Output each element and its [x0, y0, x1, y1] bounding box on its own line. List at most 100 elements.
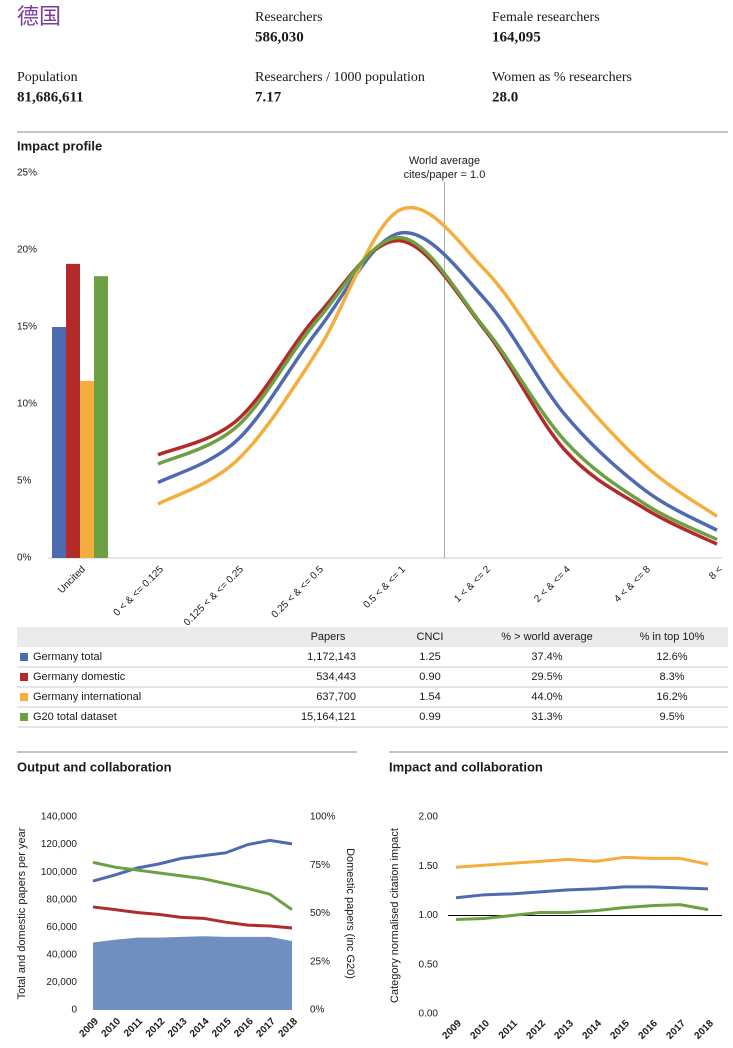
x-tick-label: 0.25 < & <= 0.5 — [270, 564, 327, 621]
chart-title: Impact profile — [17, 138, 102, 153]
y2-tick-label: 75% — [310, 860, 330, 871]
chart-title: Output and collaboration — [17, 759, 172, 774]
x-tick-label: Uncited — [56, 564, 88, 596]
table-cell: 37.4% — [531, 651, 562, 663]
column-header: CNCI — [417, 631, 444, 643]
x-tick-label: 2012 — [144, 1016, 168, 1040]
stat-label: Researchers / 1000 population — [255, 70, 425, 85]
y2-tick-label: 50% — [310, 908, 330, 919]
x-tick-label: 2009 — [77, 1016, 101, 1040]
x-tick-label: 0.5 < & <= 1 — [361, 564, 408, 611]
x-tick-label: 2015 — [608, 1018, 632, 1042]
country-title: 德国 — [17, 4, 61, 29]
x-tick-label: 2010 — [100, 1016, 124, 1040]
y2-tick-label: 25% — [310, 956, 330, 967]
x-tick-label: 2 < & <= 4 — [532, 564, 573, 605]
y-tick-label: 100,000 — [41, 867, 78, 878]
y-tick-label: 5% — [17, 476, 32, 487]
y-tick-label: 1.00 — [419, 910, 439, 921]
y-tick-label: 1.50 — [419, 861, 439, 872]
stat-value: 164,095 — [492, 29, 541, 45]
table-cell: 16.2% — [656, 691, 687, 703]
line — [157, 235, 718, 542]
column-header: % in top 10% — [640, 631, 705, 643]
legend-swatch — [20, 673, 28, 681]
x-tick-label: 2010 — [468, 1018, 492, 1042]
bar — [94, 276, 108, 558]
line — [455, 903, 709, 921]
x-tick-label: 2011 — [122, 1016, 145, 1039]
x-tick-label: 2013 — [166, 1016, 190, 1040]
line — [92, 838, 293, 883]
x-tick-label: 2015 — [210, 1016, 234, 1040]
table-cell: 9.5% — [659, 711, 684, 723]
table-cell: 637,700 — [316, 691, 356, 703]
x-tick-label: 2012 — [524, 1018, 548, 1042]
line — [455, 855, 709, 869]
stat-label: Women as % researchers — [492, 70, 632, 85]
stat-label: Female researchers — [492, 10, 600, 25]
y-tick-label: 0% — [17, 553, 32, 564]
row-label: Germany international — [33, 691, 141, 703]
x-tick-label: 2013 — [552, 1018, 576, 1042]
legend-swatch — [20, 653, 28, 661]
line — [455, 885, 709, 900]
x-tick-label: 2011 — [497, 1018, 520, 1041]
table-cell: 12.6% — [656, 651, 687, 663]
y-tick-label: 20,000 — [46, 977, 77, 988]
y-tick-label: 40,000 — [46, 949, 77, 960]
legend-swatch — [20, 713, 28, 721]
y-tick-label: 80,000 — [46, 894, 77, 905]
y-tick-label: 2.00 — [419, 812, 439, 823]
line — [157, 231, 718, 532]
x-tick-label: 4 < & <= 8 — [612, 564, 653, 605]
x-tick-label: 2016 — [232, 1016, 256, 1040]
stat-value: 7.17 — [255, 89, 282, 105]
table-cell: 29.5% — [531, 671, 562, 683]
x-tick-label: 8 < — [707, 564, 725, 582]
stat-value: 586,030 — [255, 29, 304, 45]
table-cell: 1.54 — [419, 691, 440, 703]
stat-value: 28.0 — [492, 89, 518, 105]
row-label: Germany total — [33, 651, 102, 663]
x-tick-label: 2014 — [580, 1018, 604, 1042]
y2-tick-label: 100% — [310, 812, 336, 823]
bar — [66, 263, 80, 558]
x-tick-label: 0.125 < & <= 0.25 — [182, 564, 247, 629]
y-tick-label: 0.50 — [419, 959, 439, 970]
column-header: % > world average — [501, 631, 592, 643]
y-tick-label: 140,000 — [41, 812, 78, 823]
area — [93, 936, 292, 1010]
line — [157, 239, 718, 546]
x-tick-label: 2014 — [188, 1016, 212, 1040]
table-cell: 0.90 — [419, 671, 440, 683]
chart-title: Impact and collaboration — [389, 759, 543, 774]
stat-label: Researchers — [255, 10, 323, 25]
y-tick-label: 0 — [71, 1005, 77, 1016]
table-cell: 31.3% — [531, 711, 562, 723]
y-tick-label: 15% — [17, 322, 37, 333]
bar — [80, 380, 94, 558]
table-cell: 1.25 — [419, 651, 440, 663]
x-tick-label: 2016 — [636, 1018, 660, 1042]
y-axis-label: Category normalised citation impact — [389, 828, 401, 1003]
x-tick-label: 2018 — [692, 1018, 716, 1042]
legend-swatch — [20, 693, 28, 701]
table-cell: 8.3% — [659, 671, 684, 683]
row-label: G20 total dataset — [33, 711, 117, 723]
table-cell: 15,164,121 — [301, 711, 356, 723]
line — [92, 860, 293, 911]
table-cell: 1,172,143 — [307, 651, 356, 663]
bar — [52, 327, 66, 558]
column-header: Papers — [311, 631, 346, 643]
table-cell: 44.0% — [531, 691, 562, 703]
table-header-bg — [17, 627, 728, 647]
stat-value: 81,686,611 — [17, 89, 84, 105]
y-tick-label: 10% — [17, 399, 37, 410]
table-cell: 534,443 — [316, 671, 356, 683]
x-tick-label: 2017 — [254, 1016, 278, 1040]
x-tick-label: 2017 — [664, 1018, 688, 1042]
stat-label: Population — [17, 70, 78, 85]
y2-tick-label: 0% — [310, 1005, 325, 1016]
line — [92, 905, 293, 930]
